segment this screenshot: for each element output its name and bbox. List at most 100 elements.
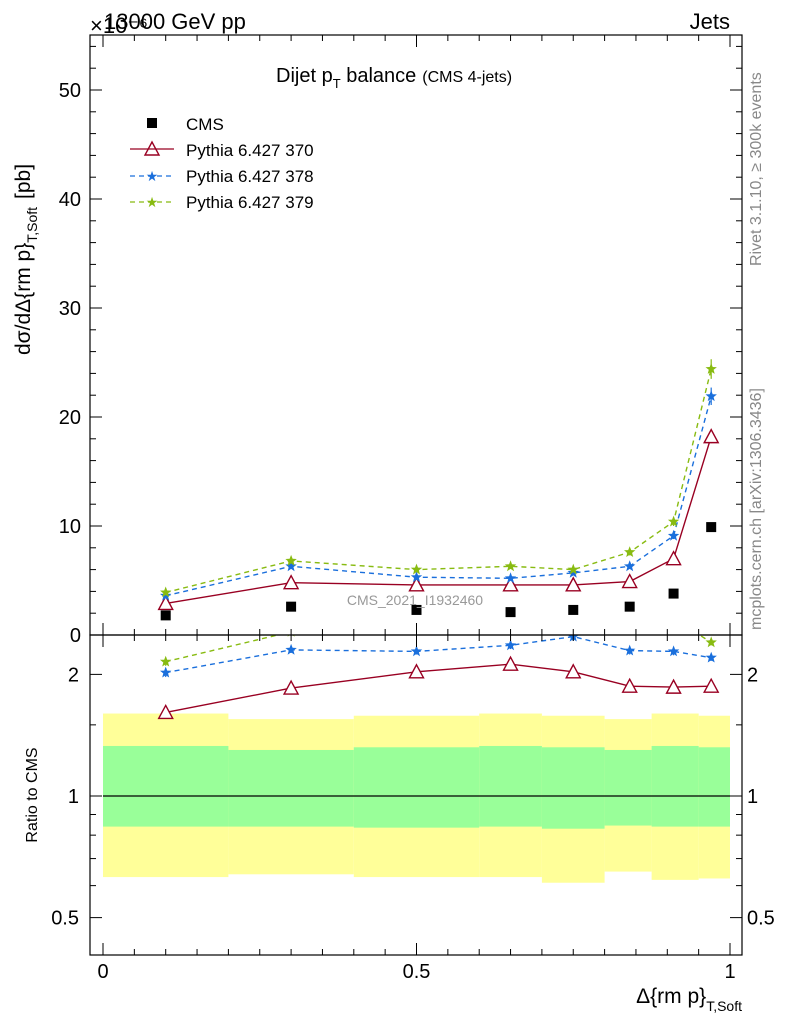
main-point-cms — [505, 607, 516, 618]
ratio-point-p379 — [668, 613, 679, 624]
main-line-p370 — [165, 436, 712, 605]
ratio-point-p378 — [504, 639, 517, 651]
ratio-point-p370 — [282, 679, 300, 695]
main-ytick-label: 0 — [70, 625, 81, 647]
legend-marker-p370 — [143, 140, 161, 156]
ratio-ytick-label: 2 — [68, 664, 79, 686]
main-point-p378 — [285, 560, 297, 572]
main-point-p370 — [703, 428, 720, 444]
chart-title-rest: balance — [341, 65, 417, 87]
ratio-band-inner — [604, 749, 652, 826]
x-tick-label: 0 — [97, 961, 108, 983]
main-point-p379 — [567, 563, 579, 575]
ratio-band-inner — [541, 747, 605, 829]
energy-label: 13000 GeV pp — [104, 9, 246, 34]
main-point-p378 — [567, 566, 579, 578]
ratio-point-p370 — [157, 703, 174, 720]
y-axis-label-sub: T,Soft — [24, 207, 40, 243]
ratio-ytick-label: 1 — [68, 786, 79, 808]
main-point-p379 — [624, 546, 636, 557]
main-point-p379 — [160, 586, 172, 598]
main-point-p370 — [621, 573, 638, 589]
ratio-point-p378 — [705, 651, 717, 663]
main-ytick-label: 50 — [59, 80, 81, 102]
exponent-label: ×10⁻⁶ — [90, 13, 148, 38]
legend-label-p370: Pythia 6.427 370 — [186, 141, 314, 160]
main-ytick-label: 40 — [59, 189, 81, 211]
ratio-band-inner — [698, 747, 730, 827]
x-axis-label: Δ{rm p}T,Soft — [636, 985, 742, 1014]
main-point-p370 — [502, 576, 519, 592]
ratio-point-p378 — [667, 645, 680, 657]
chart-title-note: (CMS 4-jets) — [422, 69, 512, 86]
legend-label-p378: Pythia 6.427 378 — [186, 167, 314, 186]
main-point-cms — [160, 610, 171, 621]
ratio-point-p370 — [408, 663, 425, 679]
ratio-y-label: Ratio to CMS — [24, 747, 41, 842]
chart-title-sub: T — [333, 76, 341, 91]
y-axis-label-main: dσ/dΔ{rm p} — [12, 243, 35, 355]
process-label: Jets — [690, 9, 730, 34]
legend-marker-p378: ★ — [146, 168, 159, 184]
main-point-p379 — [410, 563, 423, 575]
ratio-ytick-label-right: 1 — [747, 786, 758, 808]
main-ytick-label: 30 — [59, 298, 81, 320]
main-point-p378 — [667, 529, 680, 541]
x-tick-label: 1 — [724, 961, 735, 983]
main-point-p370 — [157, 594, 174, 611]
y-axis-label: dσ/dΔ{rm p}T,Soft [pb] — [12, 164, 40, 355]
main-point-cms — [411, 604, 422, 615]
ratio-point-p378 — [160, 666, 172, 678]
mcplots-label: mcplots.cern.ch [arXiv:1306.3436] — [748, 388, 765, 630]
main-point-p379 — [705, 363, 717, 374]
y-axis-label-unit: [pb] — [12, 164, 35, 199]
ratio-point-p370 — [703, 677, 720, 693]
ratio-band-inner — [353, 747, 480, 828]
watermark: CMS_2021_I1932460 — [347, 592, 483, 608]
rivet-label: Rivet 3.1.10, ≥ 300k events — [748, 72, 765, 266]
main-point-p370 — [565, 576, 582, 592]
main-point-p370 — [282, 574, 300, 590]
main-panel: 0 10 20 30 40 50 CMS_2021_I1932460 Dijet pT b… — [12, 34, 743, 647]
main-point-p370 — [665, 550, 682, 566]
main-point-cms — [286, 601, 297, 612]
main-point-p378 — [624, 560, 636, 572]
ratio-point-p370 — [665, 678, 682, 694]
ratio-ytick-label-right: 0.5 — [747, 908, 775, 930]
main-line-p378 — [165, 396, 712, 597]
ratio-point-p370 — [502, 655, 519, 671]
ratio-band-inner — [651, 745, 699, 827]
chart-title: Dijet pT balance (CMS 4-jets) — [276, 65, 512, 91]
main-point-cms — [668, 588, 679, 599]
main-point-p378 — [504, 572, 517, 584]
main-point-p378 — [410, 571, 423, 583]
ratio-band-inner — [103, 745, 229, 827]
main-line-p379 — [165, 368, 712, 594]
ratio-ytick-label-right: 2 — [747, 664, 758, 686]
ratio-line-p370 — [165, 663, 712, 714]
main-point-cms — [706, 522, 717, 533]
x-tick-label: 0.5 — [403, 961, 431, 983]
ratio-band-inner — [479, 745, 542, 827]
ratio-plot-area — [103, 613, 730, 883]
main-point-p379 — [667, 515, 680, 527]
chart-title-main: Dijet p — [276, 65, 333, 87]
ratio-point-p379 — [160, 655, 172, 667]
ratio-panel: 0.5 0.5 1 1 2 2 0 0.5 1 Ratio to CMS — [24, 613, 775, 983]
main-point-p370 — [408, 576, 425, 592]
main-point-p379 — [504, 560, 517, 572]
ratio-point-p378 — [624, 644, 636, 656]
ratio-band-inner — [228, 749, 354, 827]
main-axis-ticks: 0 10 20 30 40 50 — [59, 35, 742, 647]
legend: CMS Pythia 6.427 370 ★ Pythia 6.427 378 … — [130, 115, 314, 212]
x-axis-label-sub: T,Soft — [706, 998, 742, 1014]
legend-label-cms: CMS — [186, 115, 224, 134]
main-point-cms — [568, 604, 579, 615]
main-point-p378 — [705, 390, 717, 402]
ratio-point-p378 — [285, 643, 297, 655]
ratio-ytick-label: 0.5 — [51, 908, 79, 930]
main-point-cms — [624, 601, 635, 612]
legend-marker-cms — [147, 118, 157, 128]
ratio-point-p370 — [621, 677, 638, 693]
